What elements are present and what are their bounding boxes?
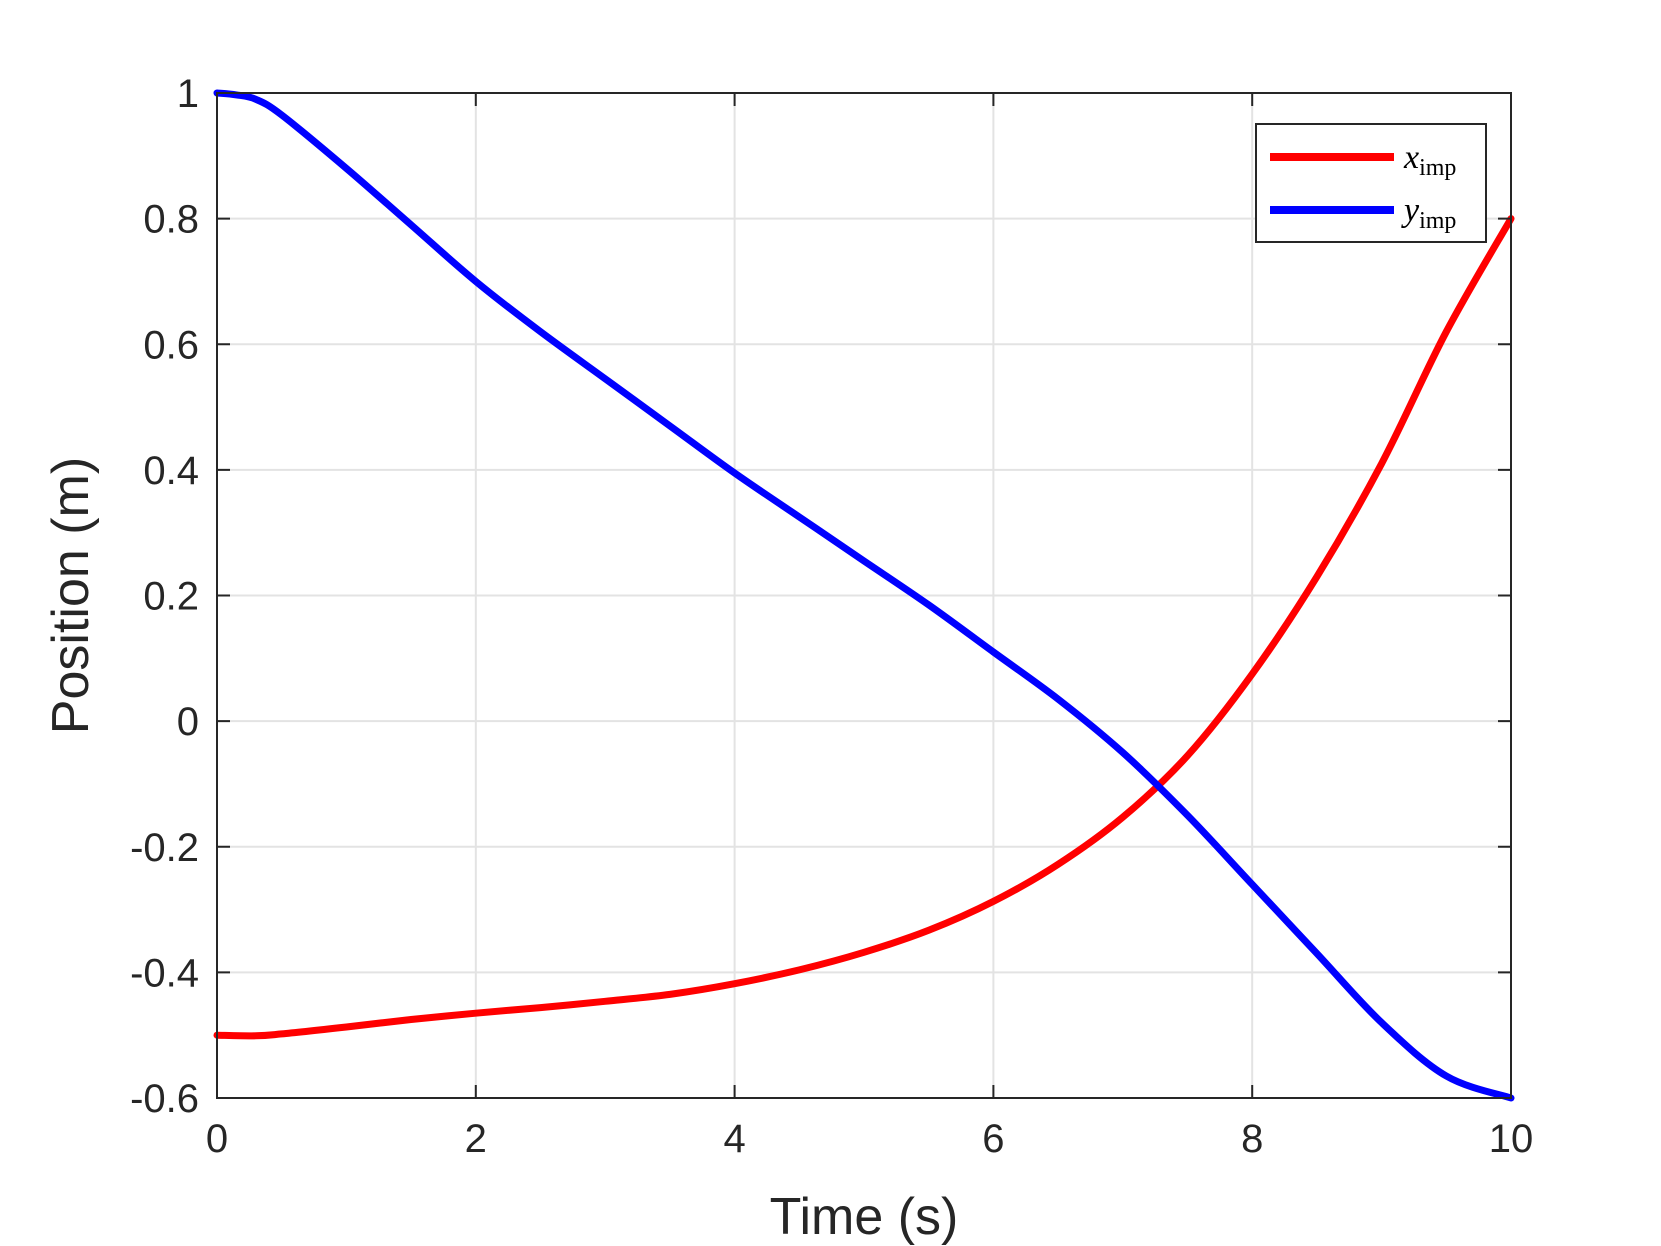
y-tick-label: -0.6 [130,1077,199,1121]
y-tick-label: 0.4 [143,449,199,493]
legend-label-symbol: x [1403,139,1419,176]
grid-lines [217,93,1511,1098]
x-tick-label: 6 [982,1117,1004,1161]
legend-label-symbol: y [1401,192,1420,229]
y-tick-label: 0.6 [143,323,199,367]
x-tick-label: 4 [723,1117,745,1161]
y-tick-label: 0 [177,700,199,744]
x-axis-title: Time (s) [770,1188,959,1246]
x-tick-label: 10 [1489,1117,1534,1161]
axis-ticks [216,92,1512,1099]
x-tick-label: 0 [206,1117,228,1161]
legend-label-subscript: imp [1419,208,1456,234]
x-tick-label: 8 [1241,1117,1263,1161]
x-tick-label: 2 [465,1117,487,1161]
legend-label: yimp [1401,192,1456,234]
series-lines [213,89,1515,1102]
y-tick-label: -0.4 [130,951,199,995]
tick-labels: 0 2 4 6 8 10 -0.6 -0.4 -0.2 0 0.2 0.4 0.6 0.8 1 [130,72,1533,1161]
legend-label-subscript: imp [1419,155,1456,181]
y-tick-label: 1 [177,72,199,116]
y-axis-title: Position (m) [42,457,100,734]
series-line-x-imp [213,215,1515,1040]
y-tick-label: 0.2 [143,575,199,619]
y-tick-label: 0.8 [143,198,199,242]
legend-label: ximp [1403,139,1456,181]
legend-box [1255,123,1487,243]
y-tick-label: -0.2 [130,826,199,870]
series-line-y-imp [213,89,1515,1102]
